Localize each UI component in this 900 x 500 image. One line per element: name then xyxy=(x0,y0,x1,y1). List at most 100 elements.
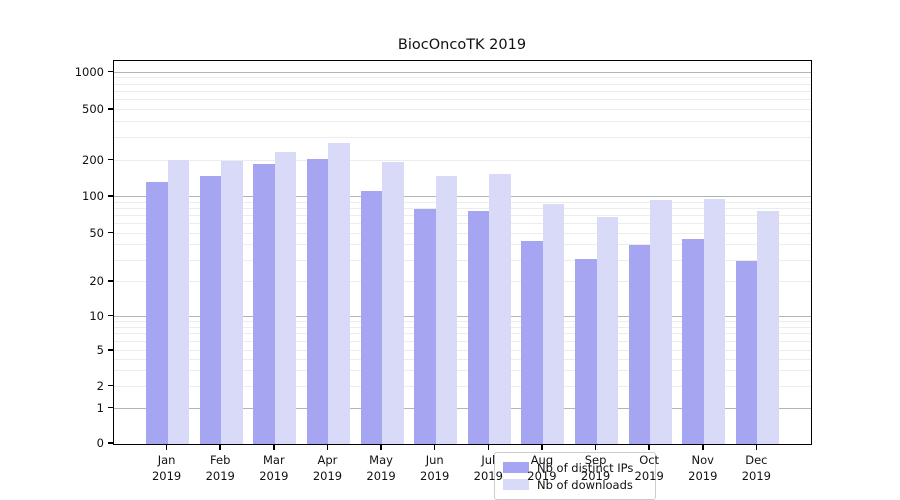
bar-distinct-ips xyxy=(628,245,651,444)
legend-swatch xyxy=(503,479,529,490)
y-tick-label: 50 xyxy=(89,225,104,240)
x-tick-month: Mar xyxy=(262,453,285,467)
y-tick-label: 0 xyxy=(96,436,104,450)
bar-distinct-ips xyxy=(146,182,168,444)
bar-downloads xyxy=(274,152,297,444)
x-tick-label: Oct 2019 xyxy=(619,452,679,484)
y-tick-mark xyxy=(108,231,113,234)
x-tick-label: Sep 2019 xyxy=(566,452,626,484)
gridline-minor xyxy=(114,159,811,161)
x-tick-month: Apr xyxy=(317,453,338,467)
y-tick-mark xyxy=(108,314,113,317)
x-tick-year: 2019 xyxy=(527,469,557,483)
x-tick-mark xyxy=(702,444,704,450)
x-tick-label: Feb 2019 xyxy=(190,452,250,484)
x-tick-label: Jun 2019 xyxy=(405,452,465,484)
x-tick-mark xyxy=(380,444,382,450)
bar-distinct-ips xyxy=(521,241,543,444)
x-tick-mark xyxy=(541,444,543,450)
x-tick-mark xyxy=(219,444,221,450)
y-tick-mark xyxy=(108,195,113,197)
x-tick-mark xyxy=(165,444,168,450)
x-tick-month: Dec xyxy=(745,453,768,467)
x-tick-year: 2019 xyxy=(420,469,450,483)
y-tick-label: 500 xyxy=(82,102,104,116)
x-tick-year: 2019 xyxy=(741,469,772,483)
x-tick-year: 2019 xyxy=(473,469,503,483)
x-tick-mark xyxy=(273,444,275,450)
legend-swatch xyxy=(503,462,529,473)
x-tick-year: 2019 xyxy=(151,469,182,483)
x-tick-mark xyxy=(487,444,490,450)
x-tick-label: May 2019 xyxy=(351,452,411,484)
x-tick-year: 2019 xyxy=(312,469,343,483)
y-tick-label: 20 xyxy=(89,274,104,288)
x-tick-label: Dec 2019 xyxy=(726,452,786,484)
plot-area: Nb of distinct IPs Nb of downloads xyxy=(113,60,812,500)
bar-downloads xyxy=(167,160,190,444)
x-tick-year: 2019 xyxy=(259,469,289,483)
x-tick-label: Nov 2019 xyxy=(673,452,733,484)
x-tick-month: Jan xyxy=(157,453,176,467)
x-tick-month: Feb xyxy=(210,453,231,467)
gridline-minor xyxy=(114,109,811,110)
bar-distinct-ips xyxy=(360,191,383,444)
y-tick-mark xyxy=(108,406,113,409)
bar-distinct-ips xyxy=(735,260,758,444)
y-tick-label: 1000 xyxy=(74,64,104,79)
x-tick-year: 2019 xyxy=(634,469,664,483)
y-tick-mark xyxy=(108,158,113,161)
x-tick-month: Aug xyxy=(530,453,554,467)
y-tick-mark xyxy=(108,108,113,110)
bar-distinct-ips xyxy=(575,258,597,444)
x-tick-mark xyxy=(755,444,758,450)
x-tick-mark xyxy=(648,444,650,450)
bar-distinct-ips xyxy=(682,239,704,444)
x-tick-year: 2019 xyxy=(580,469,611,483)
legend-item-distinct-ips: Nb of distinct IPs xyxy=(503,459,645,476)
legend-label: Nb of downloads xyxy=(537,477,633,492)
x-tick-label: Aug 2019 xyxy=(512,452,572,484)
bar-downloads xyxy=(221,160,243,444)
bar-downloads xyxy=(489,174,511,444)
y-tick-mark xyxy=(108,384,113,387)
x-tick-month: Jun xyxy=(425,453,444,467)
x-tick-label: Mar 2019 xyxy=(244,452,304,484)
x-tick-label: Jan 2019 xyxy=(137,452,197,484)
x-tick-mark xyxy=(326,444,329,450)
bar-distinct-ips xyxy=(199,176,222,444)
bar-distinct-ips xyxy=(467,210,490,444)
bar-downloads xyxy=(596,217,619,444)
bar-distinct-ips xyxy=(253,164,275,444)
x-tick-month: May xyxy=(369,453,393,467)
bar-distinct-ips xyxy=(306,158,329,444)
legend-item-downloads: Nb of downloads xyxy=(503,476,645,493)
gridline-minor xyxy=(114,99,811,101)
gridline-minor xyxy=(114,83,811,85)
bar-downloads xyxy=(650,200,672,444)
y-tick-label: 10 xyxy=(89,308,104,323)
bar-downloads xyxy=(328,142,350,444)
x-tick-label: Jul 2019 xyxy=(458,452,518,484)
x-tick-year: 2019 xyxy=(366,469,396,483)
gridline-minor xyxy=(114,77,811,79)
x-tick-mark xyxy=(594,444,597,450)
legend: Nb of distinct IPs Nb of downloads xyxy=(494,452,656,500)
y-tick-label: 2 xyxy=(96,378,104,393)
bar-distinct-ips xyxy=(414,209,436,444)
legend-label: Nb of distinct IPs xyxy=(537,460,634,475)
y-tick-label: 200 xyxy=(82,152,104,167)
x-tick-month: Nov xyxy=(691,453,714,467)
x-tick-month: Jul xyxy=(481,453,496,467)
chart-title: BiocOncoTK 2019 xyxy=(397,37,527,53)
gridline-major xyxy=(114,71,811,73)
gridline-minor xyxy=(114,90,811,92)
bar-downloads xyxy=(542,203,565,444)
bar-downloads xyxy=(382,162,404,444)
x-tick-month: Oct xyxy=(639,453,660,467)
gridline-minor xyxy=(114,121,811,123)
bar-downloads xyxy=(703,199,726,444)
gridline-minor xyxy=(114,137,811,139)
x-tick-year: 2019 xyxy=(688,469,718,483)
